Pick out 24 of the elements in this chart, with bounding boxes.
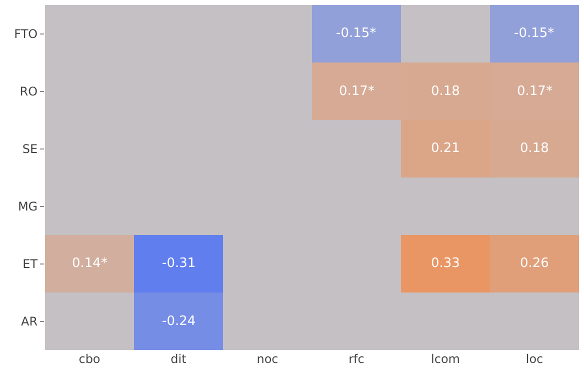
x-tick-label: loc <box>526 352 544 366</box>
x-tick-label: cbo <box>78 352 100 366</box>
data-label: -0.24 <box>162 314 196 329</box>
data-label: -0.31 <box>162 256 196 271</box>
data-label: 0.14* <box>72 256 108 271</box>
x-tick-label: dit <box>170 352 187 366</box>
x-tick-label: noc <box>256 352 278 366</box>
y-tick-label: MG <box>18 199 38 214</box>
data-label: -0.15* <box>336 26 377 41</box>
y-tick-label: SE <box>22 142 38 156</box>
y-tick-label: FTO <box>14 26 38 41</box>
y-tick-label: AR <box>21 314 38 328</box>
data-label: 0.17* <box>517 84 553 99</box>
data-label: 0.33 <box>431 256 460 271</box>
data-label: 0.26 <box>520 256 549 271</box>
y-tick-label: ET <box>22 256 38 271</box>
y-tick-label: RO <box>20 84 38 98</box>
x-tick-label: lcom <box>431 352 460 366</box>
data-label: 0.18 <box>431 84 460 99</box>
data-label: -0.15* <box>514 26 555 41</box>
data-label: 0.21 <box>431 141 460 156</box>
data-label: 0.18 <box>520 141 549 156</box>
data-label: 0.17* <box>339 84 375 99</box>
x-tick-label: rfc <box>348 352 364 366</box>
